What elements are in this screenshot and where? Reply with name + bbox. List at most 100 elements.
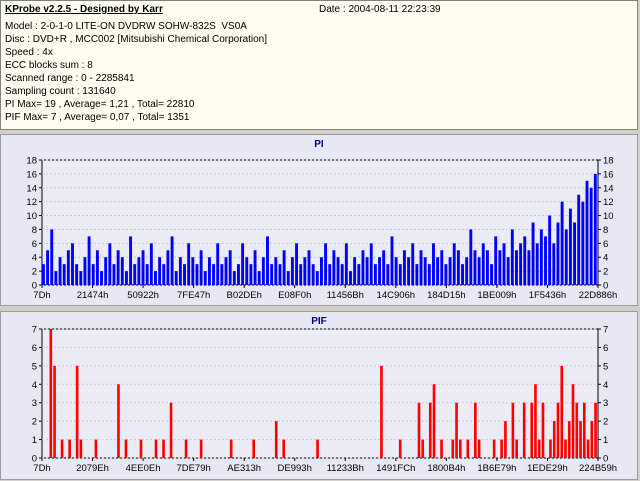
pi-bar xyxy=(141,250,145,285)
pi-bar xyxy=(593,173,597,285)
pi-bar xyxy=(535,243,539,285)
pi-bar xyxy=(407,257,411,285)
pi-bar xyxy=(79,271,83,285)
pif-x-tick-label: 1B6E79h xyxy=(477,463,516,474)
pif-bar xyxy=(94,439,98,458)
pi-bar xyxy=(42,264,45,285)
pi-bar xyxy=(477,257,481,285)
pi-x-tick-label: 21474h xyxy=(77,290,109,301)
pi-bar xyxy=(523,236,527,285)
pif-bar xyxy=(199,439,203,458)
pi-bar xyxy=(274,257,278,285)
info-pi-summary: PI Max= 19 , Average= 1,21 , Total= 2281… xyxy=(5,99,195,110)
pif-bar xyxy=(586,439,590,458)
disc-info-panel: KProbe v2.2.5 - Designed by Karr Date : … xyxy=(0,0,638,130)
pi-y-tick-label-right: 0 xyxy=(603,281,608,292)
pif-bar xyxy=(421,439,425,458)
pif-bar xyxy=(282,439,286,458)
pif-bar xyxy=(455,402,458,458)
pif-y-tick-label-right: 0 xyxy=(603,454,608,465)
pif-bar xyxy=(477,439,481,458)
info-speed: Speed : 4x xyxy=(5,47,53,58)
pi-bar xyxy=(62,264,66,285)
pif-bar xyxy=(492,439,496,458)
pif-y-tick-label: 4 xyxy=(32,380,37,391)
pi-bar xyxy=(490,264,494,285)
pif-x-tick-label: 224B59h xyxy=(579,463,617,474)
pif-y-tick-label: 0 xyxy=(32,454,37,465)
pi-x-tick-label: 22D886h xyxy=(579,290,618,301)
info-pif-summary: PIF Max= 7 , Average= 0,07 , Total= 1351 xyxy=(5,112,190,123)
pif-x-tick-label: 1800B4h xyxy=(427,463,465,474)
pi-bar xyxy=(270,264,274,285)
pi-bar xyxy=(427,264,431,285)
pif-y-tick-label-right: 3 xyxy=(603,398,608,409)
pi-bar xyxy=(469,229,473,285)
pi-bar xyxy=(295,243,298,285)
pif-bar xyxy=(432,384,436,458)
pif-bar xyxy=(571,384,575,458)
pi-bar xyxy=(448,257,452,285)
pif-bar xyxy=(229,439,233,458)
pi-bar xyxy=(386,264,390,285)
pi-bar xyxy=(174,271,178,285)
pi-bar xyxy=(485,250,489,285)
pif-plot-area xyxy=(41,328,599,459)
pi-bar xyxy=(191,257,195,285)
info-scanned-range: Scanned range : 0 - 2285841 xyxy=(5,73,135,84)
pi-bar xyxy=(282,250,286,285)
pi-bar xyxy=(203,271,207,285)
pif-bar xyxy=(169,402,173,458)
pi-y-tick-label: 12 xyxy=(26,197,37,208)
pi-bar xyxy=(494,236,498,285)
pif-y-tick-label-right: 2 xyxy=(603,417,608,428)
pi-y-tick-label-right: 2 xyxy=(603,267,608,278)
pi-bar xyxy=(589,187,593,285)
pi-bar xyxy=(266,236,269,285)
pi-bar xyxy=(66,250,70,285)
pi-bar xyxy=(336,257,340,285)
pif-bar xyxy=(500,439,503,458)
pif-bar xyxy=(252,439,256,458)
pi-bar xyxy=(498,250,502,285)
pif-y-tick-label: 3 xyxy=(32,398,37,409)
pi-y-tick-label-right: 18 xyxy=(603,156,614,167)
pi-bar xyxy=(394,257,398,285)
pi-x-tick-label: E08F0h xyxy=(278,290,311,301)
pi-bar xyxy=(120,257,124,285)
pi-bar xyxy=(560,201,564,285)
pif-bar xyxy=(582,402,586,458)
pi-y-tick-label: 2 xyxy=(32,267,37,278)
pi-bar xyxy=(436,257,440,285)
pif-chart: 0 0 1 1 2 2 3 3 4 4 5 5 6 6 7 7 7Dh 2079Eh 4EE0Eh 7DE79h AE3… xyxy=(32,325,617,475)
pif-bar xyxy=(124,439,128,458)
pif-y-tick-label: 2 xyxy=(32,417,37,428)
info-sampling-count: Sampling count : 131640 xyxy=(5,86,116,97)
pi-x-tick-label: 1F5436h xyxy=(529,290,567,301)
pif-x-tick-label: 7Dh xyxy=(33,463,50,474)
pi-bar xyxy=(237,264,240,285)
pi-y-tick-label-right: 8 xyxy=(603,225,608,236)
pif-bar xyxy=(274,421,278,458)
pi-chart: 0 0 2 2 4 4 6 6 8 8 10 10 12 12 14 14 16 16 18 18 7Dh 21474h 5… xyxy=(26,156,618,302)
pi-bar xyxy=(278,264,282,285)
pif-x-tick-label: 1EDE29h xyxy=(527,463,568,474)
info-disc: Disc : DVD+R , MCC002 [Mitsubishi Chemic… xyxy=(5,34,268,45)
pi-x-tick-label: 7FE47h xyxy=(177,290,210,301)
pi-bar xyxy=(519,243,523,285)
pif-bar xyxy=(316,439,319,458)
pi-bar xyxy=(398,264,402,285)
pi-bar xyxy=(461,264,464,285)
pif-bar xyxy=(534,384,537,458)
pif-bar xyxy=(474,402,477,458)
pif-bar xyxy=(68,439,71,458)
pif-y-tick-label-right: 1 xyxy=(603,435,608,446)
pi-bar xyxy=(241,243,245,285)
pi-bar xyxy=(50,229,54,285)
pi-bar xyxy=(544,236,547,285)
pi-bar xyxy=(87,236,91,285)
pi-bar xyxy=(83,257,87,285)
pi-bar xyxy=(303,257,307,285)
pif-bar xyxy=(440,439,443,458)
pif-chart-panel: PIF 0 0 1 1 2 2 3 3 4 4 5 5 6 6 7 7 7Dh 2079Eh 4EE0Eh 7DE79… xyxy=(0,311,638,480)
